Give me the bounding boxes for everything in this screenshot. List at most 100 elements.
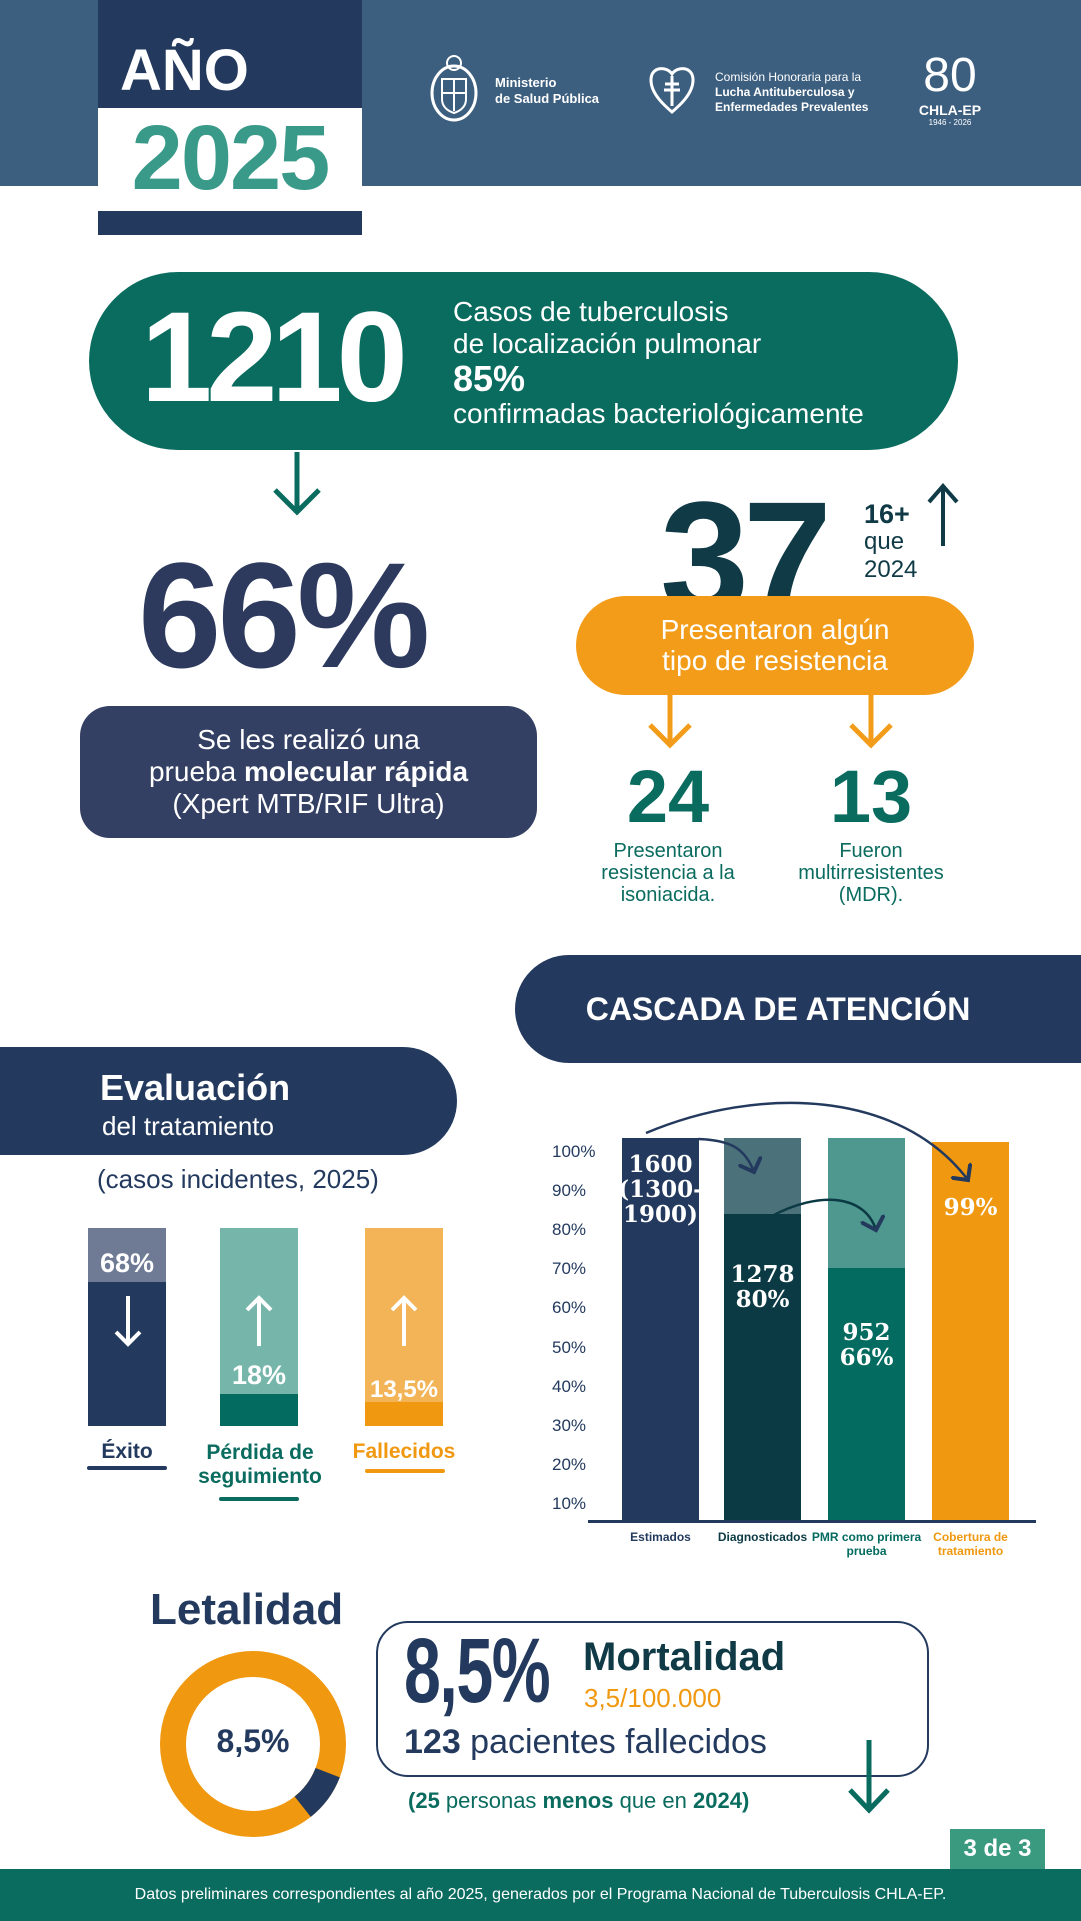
cases-line3: confirmadas bacteriológicamente — [453, 398, 864, 429]
success-label: Éxito — [101, 1440, 153, 1463]
label-line: seguimiento — [198, 1465, 322, 1488]
compare-number: 25 — [415, 1788, 440, 1813]
evaluation-title: Evaluación — [100, 1067, 291, 1108]
evaluation-header: Evaluación del tratamiento — [0, 1047, 457, 1155]
arrow-up-icon — [390, 1295, 418, 1346]
mortality-label: Mortalidad — [583, 1635, 786, 1679]
comision-line1: Comisión Honoraria para la — [715, 70, 862, 84]
y-tick-label: 50% — [552, 1337, 587, 1357]
isoniazid-resistance: 24 Presentaron resistencia a la isoniaci… — [568, 755, 768, 907]
heart-cross-icon — [649, 67, 695, 114]
resistance-pill-l2: tipo de resistencia — [662, 645, 888, 676]
ministerio-line2: de Salud Pública — [495, 91, 600, 106]
mortality-box: 8,5% Mortalidad 3,5/100.000 123 paciente… — [376, 1621, 929, 1777]
footer-note: Datos preliminares correspondientes al a… — [0, 1869, 1081, 1921]
molecular-line2-bold: molecular rápida — [243, 756, 469, 787]
arrow-estimados-to-cobertura — [645, 1101, 968, 1180]
category-label: Cobertura de tratamiento — [933, 1530, 1008, 1558]
evaluation-subtitle: del tratamiento — [102, 1111, 274, 1141]
category-label: Estimados — [630, 1530, 691, 1544]
year-number: 2025 — [131, 107, 331, 209]
mdr-resistance: 13 Fueron multirresistentes (MDR). — [771, 760, 971, 907]
cases-line2: de localización pulmonar — [453, 328, 762, 359]
bar-value-label: 952 66% — [818, 1320, 915, 1370]
paren: ( — [408, 1788, 416, 1813]
y-tick-label: 20% — [552, 1454, 587, 1474]
cases-confirmed-pct: 85% — [453, 358, 526, 399]
molecular-line2-text: prueba — [148, 756, 244, 787]
year-label: AÑO — [98, 0, 362, 108]
paren: ) — [741, 1788, 750, 1813]
success-bar-top — [88, 1228, 166, 1282]
cases-pill: 1210 Casos de tuberculosis de localizaci… — [89, 272, 958, 450]
bar-value-line: 66% — [839, 1344, 894, 1371]
lethality-title: Letalidad — [150, 1585, 344, 1634]
year-box-strip — [98, 211, 362, 235]
caption-line: Presentaron — [613, 840, 723, 862]
caption-line: (MDR). — [838, 884, 904, 906]
molecular-line1: Se les realizó una — [197, 724, 420, 755]
arrow-down-icon — [648, 695, 692, 749]
category-label: PMR como primera prueba — [811, 1530, 922, 1558]
y-tick-label: 30% — [552, 1415, 587, 1435]
arrow-diagnosticados-to-pmr — [769, 1198, 876, 1230]
deaths-line: 123 pacientes fallecidos — [404, 1723, 767, 1762]
bar-value-line: 952 — [842, 1319, 891, 1346]
deceased-value: 13,5% — [369, 1376, 439, 1403]
caption-line: multirresistentes — [798, 862, 944, 884]
donut-lethality-segment — [160, 1651, 346, 1837]
loss-followup-underline — [219, 1497, 299, 1501]
cascade-title: CASCADA DE ATENCIÓN — [515, 955, 1081, 1063]
donut-remainder — [160, 1651, 346, 1837]
success-bar: 68% — [88, 1228, 166, 1426]
cascade-arrows — [645, 1101, 1081, 1320]
chla-years: 1946 - 2026 — [928, 118, 972, 127]
deaths-number: 123 — [404, 1723, 461, 1761]
compare-text: que en — [613, 1788, 693, 1813]
deaths-text: pacientes fallecidos — [460, 1723, 767, 1761]
arrow-down-icon — [273, 452, 321, 516]
arrow-estimados-to-diagnosticados — [697, 1137, 754, 1172]
arrow-up-icon — [927, 482, 959, 546]
cases-line1: Casos de tuberculosis — [453, 296, 729, 327]
compare-bold: menos — [542, 1788, 614, 1813]
y-tick-label: 10% — [552, 1494, 587, 1513]
arrow-up-icon — [245, 1295, 273, 1346]
caption-line: Fueron — [839, 840, 903, 862]
deaths-comparison: (25 personas menos que en 2024) — [408, 1788, 749, 1814]
compare-year: 2024 — [692, 1788, 742, 1813]
arrow-down-icon — [114, 1296, 142, 1347]
deceased-underline — [365, 1469, 445, 1473]
loss-followup-bar-bottom — [220, 1394, 298, 1426]
comision-line3: Enfermedades Prevalentes — [715, 100, 869, 114]
deceased-bar: 13,5% — [365, 1228, 443, 1426]
x-axis-line — [588, 1520, 1036, 1523]
mortality-big-pct: 8,5% — [404, 1620, 551, 1722]
isoniazid-caption: Presentaron resistencia a la isoniacida. — [568, 840, 768, 906]
ministerio-line1: Ministerio — [495, 75, 557, 90]
molecular-pct: 66% — [138, 531, 430, 699]
compare-text: personas — [439, 1788, 543, 1813]
molecular-pill: Se les realizó una prueba molecular rápi… — [80, 706, 537, 838]
success-value: 68% — [99, 1248, 155, 1278]
caption-line: resistencia a la — [601, 862, 735, 884]
resistance-increase-l2: que — [864, 528, 905, 555]
molecular-line3: (Xpert MTB/RIF Ultra) — [172, 788, 445, 819]
arrow-down-icon — [849, 695, 893, 749]
ministerio-logo: Ministerio de Salud Pública — [423, 49, 613, 131]
resistance-increase: 16+ que 2024 — [864, 500, 917, 584]
lethality-donut — [160, 1651, 346, 1837]
loss-followup-label: Pérdida de seguimiento — [190, 1441, 330, 1489]
isoniazid-number: 24 — [626, 755, 710, 838]
evaluation-note: (casos incidentes, 2025) — [97, 1164, 379, 1194]
chla-logo: 80 CHLA-EP 1946 - 2026 — [910, 50, 990, 140]
caption-line: isoniacida. — [620, 884, 716, 906]
chla-80-mark: 80 — [923, 49, 977, 102]
category-label: Diagnosticados — [717, 1530, 808, 1544]
chla-name: CHLA-EP — [918, 102, 982, 118]
year-box: AÑO 2025 — [98, 0, 362, 235]
donut-value: 8,5% — [216, 1723, 290, 1759]
deceased-bar-bottom — [365, 1402, 443, 1426]
coat-of-arms-icon — [430, 55, 478, 122]
loss-followup-value: 18% — [231, 1360, 287, 1390]
